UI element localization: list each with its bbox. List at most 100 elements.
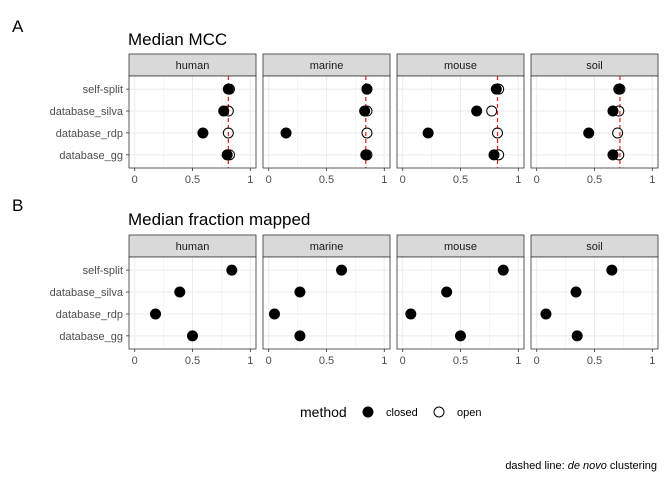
x-tick-label: 0.5 xyxy=(453,355,468,367)
y-tick-label-database_silva: database_silva xyxy=(50,287,124,299)
point-closed-human-database_rdp xyxy=(150,308,162,320)
x-tick-label: 1 xyxy=(247,355,253,367)
facet-human: human 0 0.5 1 xyxy=(128,53,257,186)
x-tick-label: 1 xyxy=(649,355,655,367)
footnote-suffix: clustering xyxy=(606,460,657,472)
x-tick-label: 0.5 xyxy=(587,355,602,367)
point-open-marine-self-split xyxy=(361,83,373,95)
point-closed-marine-self-split xyxy=(336,264,348,276)
x-tick-label: 1 xyxy=(381,174,387,186)
x-tick-label: 1 xyxy=(247,174,253,186)
y-tick-label-database_rdp: database_rdp xyxy=(56,309,123,321)
point-closed-human-database_rdp xyxy=(197,127,209,139)
point-closed-mouse-database_silva xyxy=(441,286,453,298)
y-tick-label-self-split: self-split xyxy=(83,265,123,277)
footnote-prefix: dashed line: xyxy=(505,460,568,472)
x-tick-label: 0 xyxy=(534,174,540,186)
x-tick-label: 0 xyxy=(400,355,406,367)
y-tick-label-self-split: self-split xyxy=(83,84,123,96)
point-closed-soil-database_gg xyxy=(571,330,583,342)
point-closed-human-database_silva xyxy=(174,286,186,298)
y-tick-label-database_rdp: database_rdp xyxy=(56,128,123,140)
facet-label-human: human xyxy=(176,60,210,72)
x-tick-label: 0 xyxy=(534,355,540,367)
legend-title: method xyxy=(300,404,347,420)
point-open-human-self-split xyxy=(223,83,235,95)
point-closed-mouse-self-split xyxy=(497,264,509,276)
legend: method closed open xyxy=(300,404,481,420)
point-open-marine-database_rdp xyxy=(361,127,373,139)
x-tick-label: 0.5 xyxy=(587,174,602,186)
point-open-soil-database_silva xyxy=(613,105,625,117)
panel-tag-b: B xyxy=(12,196,23,215)
legend-label-open: open xyxy=(457,407,481,419)
x-tick-label: 0 xyxy=(132,355,138,367)
x-tick-label: 0.5 xyxy=(453,174,468,186)
facet-mouse: mouse 0 0.5 1 xyxy=(396,53,525,186)
point-closed-soil-database_gg xyxy=(607,149,619,161)
point-open-marine-database_silva xyxy=(361,105,373,117)
legend-key-open xyxy=(433,406,445,418)
facet-mouse: mouse 0 0.5 1 xyxy=(396,234,525,367)
x-tick-label: 0.5 xyxy=(319,355,334,367)
panel-tag-a: A xyxy=(12,17,24,36)
facet-label-soil: soil xyxy=(586,241,603,253)
x-tick-label: 0 xyxy=(266,174,272,186)
legend-label-closed: closed xyxy=(386,407,418,419)
point-closed-mouse-database_rdp xyxy=(422,127,434,139)
facet-label-marine: marine xyxy=(310,60,344,72)
facet-soil: soil 0 0.5 1 xyxy=(530,53,659,186)
footnote: dashed line: de novo clustering xyxy=(505,460,657,472)
point-closed-soil-database_rdp xyxy=(583,127,595,139)
x-tick-label: 1 xyxy=(515,355,521,367)
point-open-human-database_rdp xyxy=(222,127,234,139)
point-closed-mouse-database_gg xyxy=(455,330,466,342)
point-open-human-database_gg xyxy=(223,149,235,161)
facet-label-human: human xyxy=(176,241,210,253)
y-tick-label-database_silva: database_silva xyxy=(50,106,124,118)
y-tick-label-database_gg: database_gg xyxy=(59,150,123,162)
facet-label-mouse: mouse xyxy=(444,241,477,253)
point-closed-marine-database_silva xyxy=(294,286,306,298)
mcc-chart: human 0 0.5 1 marine 0 0.5 1 mouse 0 0.5 1 soil 0 0.5 1… xyxy=(50,53,659,186)
x-tick-label: 0.5 xyxy=(319,174,334,186)
point-closed-soil-self-split xyxy=(606,264,618,276)
point-closed-human-self-split xyxy=(226,264,238,276)
x-tick-label: 1 xyxy=(649,174,655,186)
point-open-mouse-database_rdp xyxy=(491,127,503,139)
point-closed-human-database_gg xyxy=(187,330,198,342)
point-closed-marine-database_rdp xyxy=(280,127,292,139)
x-tick-label: 0 xyxy=(266,355,272,367)
legend-key-closed xyxy=(362,406,374,418)
point-open-soil-self-split xyxy=(614,83,626,95)
x-tick-label: 0.5 xyxy=(185,355,200,367)
point-closed-mouse-database_silva xyxy=(471,105,483,117)
facet-marine: marine 0 0.5 1 xyxy=(262,53,391,186)
point-open-mouse-database_gg xyxy=(493,149,505,161)
point-open-soil-database_gg xyxy=(613,149,625,161)
y-tick-label-database_gg: database_gg xyxy=(59,331,123,343)
x-tick-label: 0 xyxy=(132,174,138,186)
point-closed-soil-database_silva xyxy=(607,105,619,117)
point-open-soil-database_rdp xyxy=(612,127,624,139)
chart-title-mcc: Median MCC xyxy=(128,30,227,49)
x-tick-label: 1 xyxy=(515,174,521,186)
facet-label-marine: marine xyxy=(310,241,344,253)
point-open-marine-database_gg xyxy=(361,149,373,161)
facet-label-soil: soil xyxy=(586,60,603,72)
x-tick-label: 0 xyxy=(400,174,406,186)
facet-soil: soil 0 0.5 1 xyxy=(530,234,659,367)
facet-human: human 0 0.5 1 xyxy=(128,234,257,367)
facet-label-mouse: mouse xyxy=(444,60,477,72)
point-open-mouse-self-split xyxy=(493,83,505,95)
point-open-mouse-database_silva xyxy=(486,105,498,117)
chart-title-fraction-mapped: Median fraction mapped xyxy=(128,210,310,229)
facet-marine: marine 0 0.5 1 xyxy=(262,234,391,367)
point-closed-mouse-database_rdp xyxy=(405,308,417,320)
x-tick-label: 1 xyxy=(381,355,387,367)
fraction-mapped-chart: human 0 0.5 1 marine 0 0.5 1 mouse 0 0.5 1 soil 0 0.5 1… xyxy=(50,234,659,367)
x-tick-label: 0.5 xyxy=(185,174,200,186)
point-open-human-database_silva xyxy=(222,105,234,117)
point-closed-soil-database_rdp xyxy=(540,308,552,320)
